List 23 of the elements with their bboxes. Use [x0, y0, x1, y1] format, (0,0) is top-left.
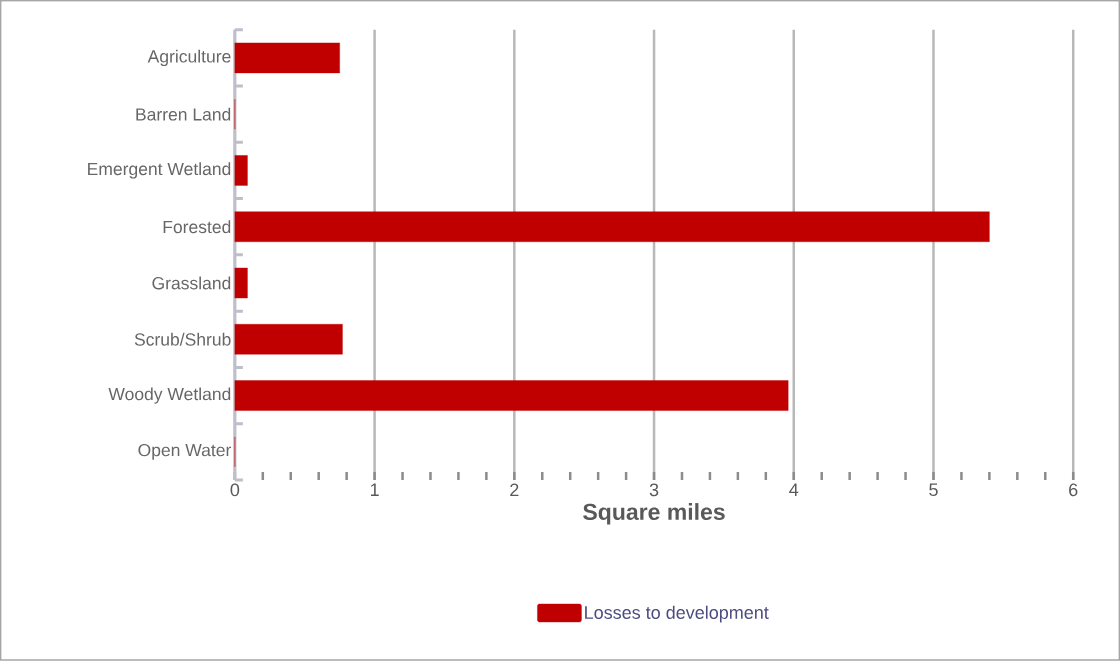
x-tick-label: 2	[510, 483, 519, 497]
y-tick-label: Barren Land	[136, 107, 231, 121]
y-tick-label: Scrub/Shrub	[134, 332, 231, 346]
y-tick-label: Emergent Wetland	[88, 162, 231, 179]
x-tick-label: 0	[230, 483, 240, 497]
x-tick-label: 1	[370, 483, 379, 496]
bar	[234, 267, 248, 299]
bar	[234, 211, 990, 243]
y-tick-label: Open Water	[138, 444, 232, 460]
bar	[234, 155, 248, 186]
x-tick-label: 4	[789, 483, 799, 496]
y-tick-label: Grassland	[152, 276, 231, 290]
y-tick-label: Agriculture	[147, 49, 231, 67]
x-tick-label: 5	[929, 483, 938, 497]
x-axis-title: Square miles	[583, 503, 725, 525]
bar	[234, 324, 343, 355]
bar	[234, 42, 340, 74]
legend-label: Losses to development	[585, 605, 769, 623]
y-tick-label: Forested	[163, 220, 231, 234]
x-tick-label: 6	[1069, 483, 1078, 497]
x-tick-label: 3	[649, 483, 659, 497]
bar	[234, 380, 789, 411]
y-tick-label: Woody Wetland	[108, 387, 231, 404]
